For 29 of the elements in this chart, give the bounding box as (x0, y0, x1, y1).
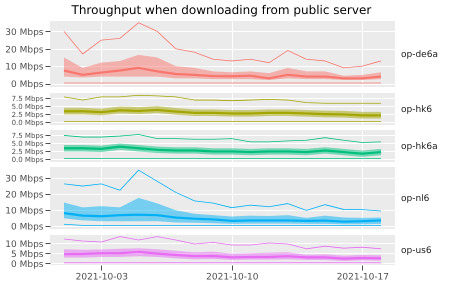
line-series (64, 94, 382, 104)
y-axis-title: op-nl6 (401, 194, 430, 204)
line-series (64, 170, 382, 212)
y-axis-title: op-us6 (401, 246, 432, 256)
y-tick-label: 5 Mbps (11, 250, 44, 260)
chart-title: Throughput when downloading from public server (70, 3, 372, 17)
y-tick-label: 10 Mbps (5, 240, 44, 250)
x-tick-label: 2021-10-17 (336, 272, 390, 282)
y-tick-label: 30 Mbps (5, 28, 44, 38)
line-series (64, 236, 382, 250)
x-tick-label: 2021-10-10 (206, 272, 259, 282)
y-axis-title: op-de6a (401, 50, 438, 60)
y-tick-label: 0 Mbps (11, 222, 44, 232)
y-tick-label: 0 Mbps (11, 260, 44, 270)
line-series (62, 250, 382, 260)
y-axis-title: op-hk6a (401, 142, 438, 152)
y-tick-label: 30 Mbps (5, 174, 44, 185)
line-series (64, 22, 382, 68)
y-tick-label: 10 Mbps (5, 62, 44, 73)
line-series (64, 134, 382, 143)
x-tick-label: 2021-10-03 (76, 272, 128, 282)
y-axis-title: op-hk6 (401, 105, 432, 115)
y-tick-label: 10 Mbps (5, 206, 44, 216)
line-series (62, 212, 382, 223)
y-tick-label: 0 Mbps (11, 80, 44, 90)
line-series (62, 66, 382, 80)
y-tick-label: 20 Mbps (5, 190, 44, 201)
y-tick-label: 20 Mbps (5, 45, 44, 56)
line-series (62, 146, 382, 155)
